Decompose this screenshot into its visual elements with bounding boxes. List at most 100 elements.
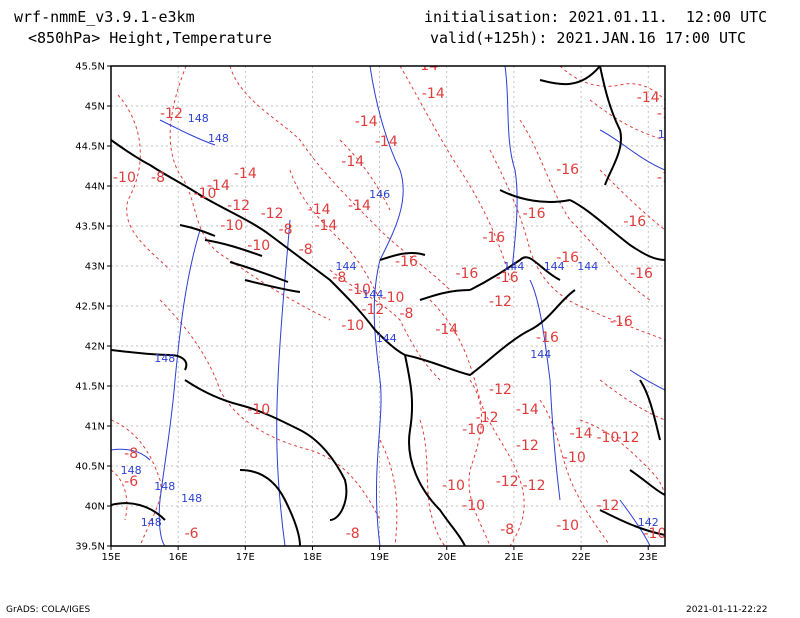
temperature-contour-label: -12 [160, 106, 183, 122]
height-contour-label: 148 [141, 516, 162, 529]
temperature-contour-label: -10 [247, 402, 270, 418]
height-contour-label: 144 [577, 260, 598, 273]
height-contour-label: 144 [544, 260, 565, 273]
lon-label: 16E [169, 552, 188, 563]
lat-label: 44N [85, 182, 105, 193]
temperature-contour-label: -14 [415, 58, 438, 74]
coastlines-and-borders [111, 66, 665, 546]
temperature-contour-label: -12 [261, 206, 284, 222]
lat-label: 39.5N [75, 542, 105, 553]
temperature-contour-label: -14 [670, 338, 693, 354]
temperature-contour-label: -16 [610, 314, 633, 330]
temperature-contour-label: -14 [341, 154, 364, 170]
height-contour-label: 144 [530, 348, 551, 361]
height-contour-label: 148 [208, 132, 229, 145]
height-contour-label: 148 [154, 352, 175, 365]
lat-label: 41.5N [75, 382, 105, 393]
temperature-contour-label: -16 [523, 206, 546, 222]
temperature-contour-label: -14 [637, 90, 660, 106]
temperature-contour-label: -12 [489, 294, 512, 310]
field-title: <850hPa> Height,Temperature [28, 29, 272, 47]
temperature-contour-label: -16 [623, 214, 646, 230]
temperature-contour-label: -14 [422, 86, 445, 102]
temperature-contour-label: -8 [279, 222, 293, 238]
temperature-labels: -14-14-12 -14-14-14-14-10 -8 -14-10-12 -12 -1… [113, 58, 700, 542]
height-contour-label: 148 [121, 464, 142, 477]
temperature-contour-label: -8 [124, 446, 138, 462]
temperature-contour-label: -10 [348, 282, 371, 298]
lat-label: 42N [85, 342, 105, 353]
temperature-contour-label: -12 [677, 102, 700, 118]
lat-label: 43.5N [75, 222, 105, 233]
model-title: wrf-nmmE_v3.9.1-e3km [14, 8, 195, 26]
temperature-contour-label: -10 [462, 498, 485, 514]
lon-label: 15E [101, 552, 120, 563]
lon-label: 19E [370, 552, 389, 563]
temperature-contour-label: -10 [556, 518, 579, 534]
temperature-contour-label: -14 [375, 134, 398, 150]
height-contour-label: 142 [638, 516, 659, 529]
lat-label: 40N [85, 502, 105, 513]
temperature-contour-label: -14 [308, 202, 331, 218]
islands [179, 224, 301, 293]
temperature-contour-label: -10 [596, 430, 619, 446]
temperature-contour-label: -10 [247, 238, 270, 254]
temperature-contour-label: -10 [382, 290, 405, 306]
temperature-contour-label: -16 [482, 230, 505, 246]
temperature-contour-label: -12 [516, 438, 539, 454]
height-labels: 148 148 146 144 144 144 144 144 144 144 142 148 148 1… [121, 112, 679, 529]
temperature-contour-label: -14 [348, 198, 371, 214]
footer-credit: GrADS: COLA/IGES [6, 605, 91, 615]
temperature-contour-label: -12 [489, 382, 512, 398]
temperature-contour-label: -10 [462, 422, 485, 438]
lat-label: 45N [85, 102, 105, 113]
height-contour-label: 144 [362, 288, 383, 301]
temperature-contour-label: -8 [151, 170, 165, 186]
temperature-contour-label: -14 [355, 114, 378, 130]
temperature-contour-label: -12 [523, 478, 546, 494]
temperature-contour-label: -12 [617, 430, 640, 446]
axis-tick-labels: 45.5N 45N 44.5N 44N 43.5N 43N 42.5N 42N 41.5N 41N… [75, 62, 657, 564]
lon-label: 20E [437, 552, 456, 563]
temperature-contour-label: -10 [563, 450, 586, 466]
temperature-contour-label: -14 [570, 426, 593, 442]
lat-label: 41N [85, 422, 105, 433]
lat-label: 43N [85, 262, 105, 273]
temperature-contour-label: -10 [113, 170, 136, 186]
lon-label: 23E [639, 552, 658, 563]
lon-label: 21E [504, 552, 523, 563]
lat-label: 40.5N [75, 462, 105, 473]
temperature-contour-label: -12 [361, 302, 384, 318]
temperature-contour-label: -16 [657, 170, 680, 186]
temperature-contour-label: -16 [556, 250, 579, 266]
temperature-contour-label: -16 [395, 254, 418, 270]
temperature-contour-label: -12 [476, 410, 499, 426]
lon-label: 17E [236, 552, 255, 563]
temperature-contour-label: -16 [556, 162, 579, 178]
lat-label: 45.5N [75, 62, 105, 73]
temperature-contour-label: -10 [442, 478, 465, 494]
temperature-contour-label: -8 [346, 526, 360, 542]
valid-time: valid(+125h): 2021.JAN.16 17:00 UTC [430, 29, 747, 47]
height-contour-label: 144 [336, 260, 357, 273]
height-contour-label: 142 [658, 128, 679, 141]
height-contours [111, 66, 665, 546]
temperature-contour-label: -8 [500, 522, 514, 538]
temperature-contour-label: -10 [643, 526, 666, 542]
temperature-contour-label: -8 [399, 306, 413, 322]
temperature-contour-label: -14 [314, 218, 337, 234]
temperature-contour-label: -16 [496, 270, 519, 286]
temperature-contour-label: -12 [227, 198, 250, 214]
height-contour-label: 144 [503, 260, 524, 273]
height-contour-label: 148 [188, 112, 209, 125]
temperature-contour-label: -8 [299, 242, 313, 258]
temperature-contour-label: -14 [677, 122, 700, 138]
temperature-contour-label: -14 [516, 402, 539, 418]
lat-lon-grid [111, 66, 665, 546]
lon-label: 18E [303, 552, 322, 563]
temperature-contour-label: -10 [341, 318, 364, 334]
temperature-contour-label: -18 [670, 74, 693, 90]
temperature-contour-label: -12 [496, 474, 519, 490]
temperature-contour-label: -14 [435, 322, 458, 338]
